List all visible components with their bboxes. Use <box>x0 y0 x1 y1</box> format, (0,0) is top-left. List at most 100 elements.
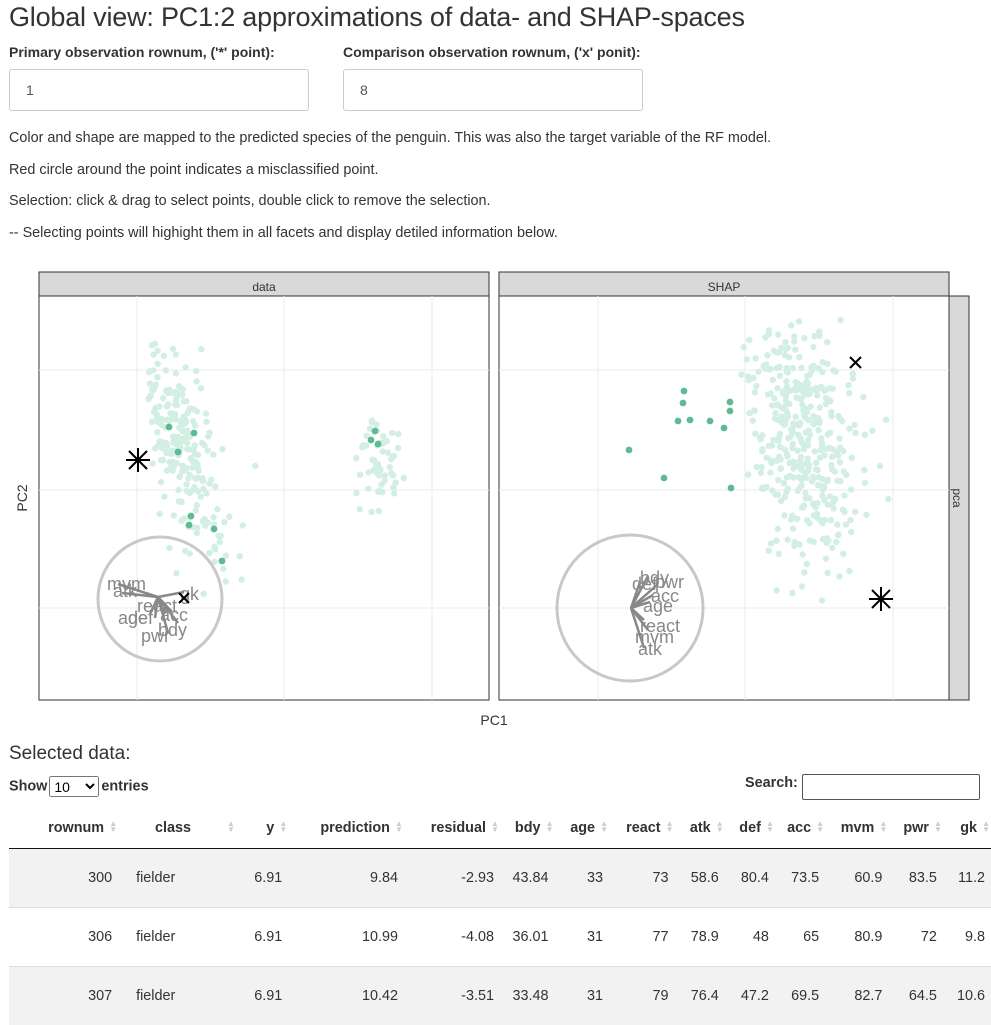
column-header-atk[interactable]: atk▲▼ <box>675 808 725 849</box>
column-header-bdy[interactable]: bdy▲▼ <box>500 808 555 849</box>
shap-point <box>752 389 758 395</box>
data-point <box>157 415 163 421</box>
data-point <box>175 434 181 440</box>
data-point <box>153 405 159 411</box>
data-point <box>155 361 161 367</box>
table-row[interactable]: 306 fielder 6.91 10.99 -4.08 36.01 31 77… <box>9 908 991 967</box>
comparison-observation-input[interactable] <box>343 69 643 111</box>
shap-point <box>833 368 839 374</box>
cell-atk: 78.9 <box>675 908 725 967</box>
table-header-row: rownum▲▼ class▲▼ y▲▼ prediction▲▼ residu… <box>9 808 991 849</box>
shap-point <box>800 383 806 389</box>
shap-point <box>770 377 776 383</box>
column-header-react[interactable]: react▲▼ <box>609 808 674 849</box>
data-point <box>205 447 211 453</box>
cell-mvm: 80.9 <box>825 908 888 967</box>
column-header-rownum[interactable]: rownum▲▼ <box>9 808 118 849</box>
cell-gk: 9.8 <box>943 908 991 967</box>
shap-point <box>750 418 756 424</box>
page-title: Global view: PC1:2 approximations of dat… <box>9 2 745 33</box>
column-header-class[interactable]: class▲▼ <box>118 808 236 849</box>
data-point <box>395 431 401 437</box>
cell-bdy: 36.01 <box>500 908 555 967</box>
shap-point <box>841 468 847 474</box>
shap-selected-point <box>721 425 728 432</box>
data-point <box>201 442 207 448</box>
shap-point <box>790 525 796 531</box>
shap-point <box>798 365 804 371</box>
table-row[interactable]: 307 fielder 6.91 10.42 -3.51 33.48 31 79… <box>9 967 991 1025</box>
shap-point <box>848 529 854 535</box>
cell-class: fielder <box>118 849 236 908</box>
data-point <box>379 489 385 495</box>
shap-point <box>861 467 867 473</box>
shap-point <box>803 495 809 501</box>
shap-point <box>789 590 795 596</box>
shap-point <box>784 411 790 417</box>
shap-point <box>841 493 847 499</box>
data-point <box>193 378 199 384</box>
biplot-label: pwr <box>141 626 170 646</box>
data-point <box>194 530 200 536</box>
cell-residual: -3.51 <box>404 967 500 1025</box>
shap-point <box>827 430 833 436</box>
shap-point <box>799 551 805 557</box>
shap-selected-point <box>727 408 734 415</box>
column-header-age[interactable]: age▲▼ <box>555 808 610 849</box>
shap-point <box>804 391 810 397</box>
shap-point <box>815 365 821 371</box>
shap-point <box>811 539 817 545</box>
shap-point <box>799 482 805 488</box>
table-row[interactable]: 300 fielder 6.91 9.84 -2.93 43.84 33 73 … <box>9 849 991 908</box>
column-header-acc[interactable]: acc▲▼ <box>775 808 825 849</box>
shap-point <box>823 556 829 562</box>
shap-point <box>767 366 773 372</box>
shap-point <box>773 587 779 593</box>
data-selected-point <box>368 437 375 444</box>
data-point <box>184 435 190 441</box>
data-point <box>212 483 218 489</box>
data-selected-point <box>375 441 382 448</box>
cell-acc: 65 <box>775 908 825 967</box>
column-header-mvm[interactable]: mvm▲▼ <box>825 808 888 849</box>
entries-select[interactable]: 10 <box>49 776 99 797</box>
data-point <box>369 419 375 425</box>
data-point <box>391 490 397 496</box>
column-header-gk[interactable]: gk▲▼ <box>943 808 991 849</box>
column-header-prediction[interactable]: prediction▲▼ <box>288 808 404 849</box>
shap-point <box>801 569 807 575</box>
shap-point <box>789 426 795 432</box>
cell-y: 6.91 <box>236 908 288 967</box>
column-header-pwr[interactable]: pwr▲▼ <box>888 808 943 849</box>
cell-y: 6.91 <box>236 849 288 908</box>
shap-point <box>779 420 785 426</box>
column-header-def[interactable]: def▲▼ <box>725 808 775 849</box>
column-header-y[interactable]: y▲▼ <box>236 808 288 849</box>
shap-point <box>849 455 855 461</box>
x-axis-label: PC1 <box>480 712 507 728</box>
shap-point <box>759 446 765 452</box>
shap-point <box>833 449 839 455</box>
primary-observation-input[interactable] <box>9 69 309 111</box>
cell-class: fielder <box>118 908 236 967</box>
data-point <box>353 490 359 496</box>
shap-point <box>765 391 771 397</box>
shap-point <box>807 432 813 438</box>
shap-point <box>775 477 781 483</box>
search-input[interactable] <box>802 774 980 800</box>
cell-bdy: 43.84 <box>500 849 555 908</box>
data-point <box>171 512 177 518</box>
cell-react: 73 <box>609 849 674 908</box>
shap-point <box>819 597 825 603</box>
shap-point <box>828 409 834 415</box>
column-header-residual[interactable]: residual▲▼ <box>404 808 500 849</box>
data-point <box>357 506 363 512</box>
shap-point <box>836 573 842 579</box>
cell-acc: 73.5 <box>775 849 825 908</box>
shap-point <box>846 425 852 431</box>
shap-point <box>824 570 830 576</box>
data-point <box>152 381 158 387</box>
